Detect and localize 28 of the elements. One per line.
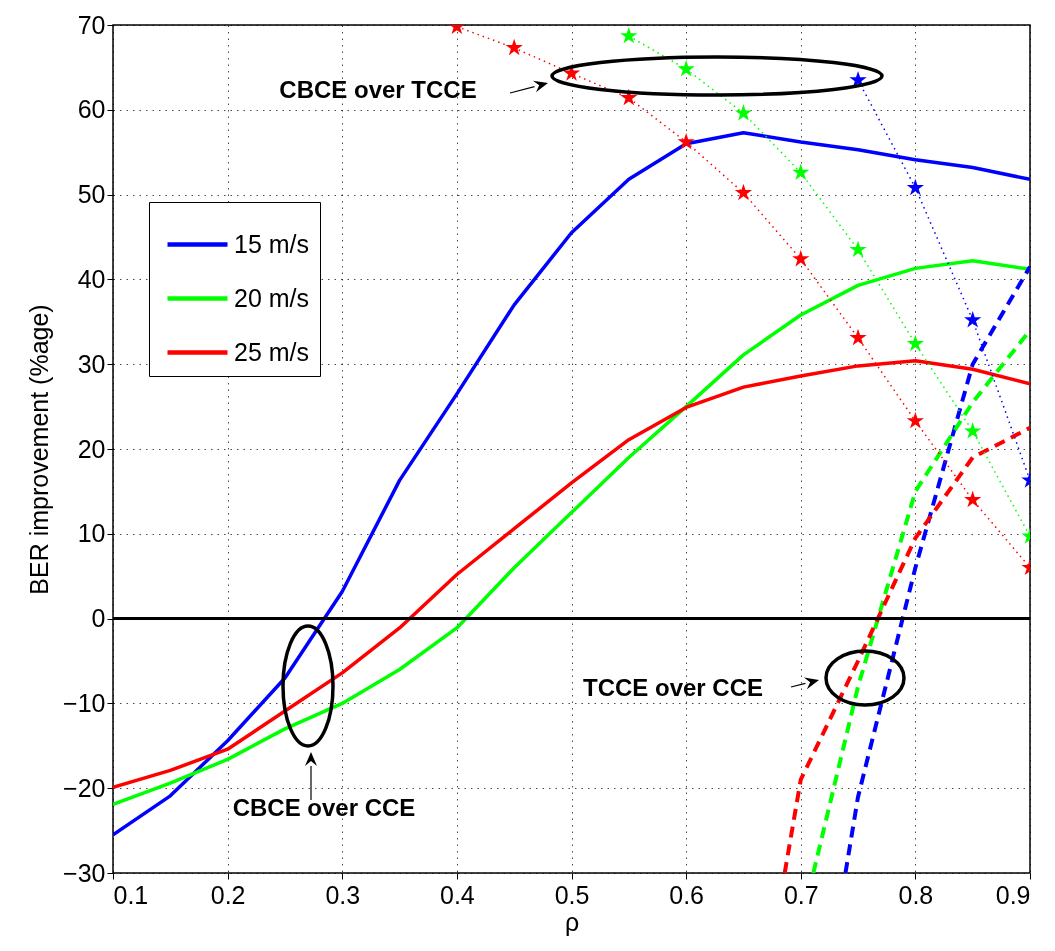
x-tick-label: 0.9	[995, 880, 1031, 909]
annotation: CBCE over TCCE	[279, 76, 477, 104]
y-tick-label: −20	[63, 773, 106, 802]
x-tick-label: 0.8	[898, 880, 934, 909]
y-axis-title: BER improvement (%age)	[25, 304, 54, 595]
x-tick-label: 0.6	[669, 880, 705, 909]
x-tick-label: 0.4	[439, 880, 475, 909]
legend-label: 20 m/s	[234, 283, 310, 312]
x-tick-label: 0.3	[325, 880, 361, 909]
y-tick-label: 40	[77, 264, 106, 293]
x-axis-title: ρ	[564, 907, 580, 936]
y-tick-label: 70	[77, 10, 106, 39]
y-tick-label: 20	[77, 434, 106, 463]
y-tick-label: 30	[77, 349, 106, 378]
y-tick-label: 0	[91, 604, 106, 633]
x-tick-label: 0.5	[554, 880, 590, 909]
x-tick-label: 0.1	[113, 880, 149, 909]
x-tick-label: 0.2	[210, 880, 246, 909]
y-tick-label: 60	[77, 95, 106, 124]
x-tick-label: 0.7	[783, 880, 819, 909]
y-tick-label: −30	[63, 858, 106, 887]
annotation: CBCE over CCE	[232, 794, 416, 822]
y-tick-label: 10	[77, 519, 106, 548]
annotation: TCCE over CCE	[582, 674, 764, 702]
legend-label: 25 m/s	[234, 337, 310, 366]
legend-label: 15 m/s	[234, 229, 310, 258]
y-tick-label: −10	[63, 688, 106, 717]
y-tick-label: 50	[77, 180, 106, 209]
